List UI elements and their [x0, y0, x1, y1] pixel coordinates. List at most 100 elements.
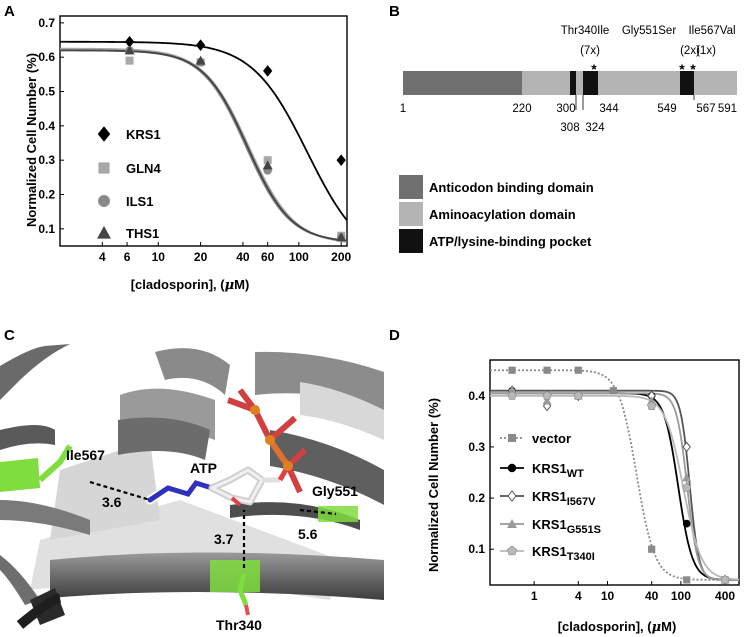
legend-anticodon-swatch [399, 175, 423, 199]
coil-top-left [0, 344, 70, 400]
d-point-krs1i567v-4 [682, 441, 691, 453]
position-324: 324 [585, 122, 605, 134]
mutation-gly551ser-name: Gly551Ser [622, 25, 677, 37]
a-y-tick-label-0.3: 0.3 [38, 153, 55, 167]
a-plot-frame [59, 15, 348, 247]
panel-b-label: B [389, 3, 400, 20]
d-x-tick-label-100: 100 [671, 589, 691, 603]
panel-c-structure: Ile567 ATP Gly551 Thr340 3.6 3.7 5.6 [0, 336, 384, 637]
ile567-sidechain [37, 444, 73, 483]
d-point-vector-4 [648, 545, 656, 553]
panel-d: D Normalized Cell Number (%) [cladospori… [389, 327, 740, 635]
d-x-tick-label-400: 400 [715, 589, 735, 603]
a-legend-marker-ths1 [97, 226, 111, 239]
a-y-tick-label-0.4: 0.4 [38, 119, 55, 133]
d-fit-curve-krs1g551s [490, 392, 740, 581]
mutation-thr340ile-count: (7x) [580, 45, 600, 57]
thr340-sidechain [237, 573, 249, 606]
d-fit-curve-krs1t340i [490, 394, 740, 581]
pocket-segment-549-567 [680, 71, 694, 95]
d-y-tick-label-0.4: 0.4 [468, 389, 485, 403]
d-fit-curve-krs1wt [490, 392, 740, 581]
d-x-tick-label-4: 4 [575, 589, 582, 603]
a-point-ths1-2 [262, 160, 273, 170]
coil-left [0, 425, 55, 450]
position-308: 308 [560, 122, 579, 134]
aminoacylation-domain-bar [522, 71, 737, 95]
d-point-krs1t340i-0 [507, 390, 517, 400]
d-point-krs1t340i-4 [682, 482, 692, 492]
d-x-tick-label-40: 40 [645, 589, 659, 603]
beta-strand-gly [230, 502, 360, 530]
mutation-ile567val-count: (1x) [696, 45, 716, 57]
d-point-krs1wt-4 [682, 519, 691, 528]
a-point-gln4-0 [125, 56, 134, 65]
d-point-krs1g551s-0 [507, 386, 517, 395]
d-legend-label-vector: vector [532, 431, 571, 446]
a-x-tick-label-100: 100 [289, 250, 309, 264]
d-point-krs1t340i-3 [647, 401, 657, 411]
d-legend-marker-vector [508, 434, 516, 442]
a-legend-label-ths1: THS1 [126, 226, 159, 241]
a-x-tick-label-4: 4 [99, 250, 106, 264]
mutation-asterisk-567: * [690, 61, 696, 77]
d-point-krs1t340i-1 [542, 390, 552, 400]
d-point-vector-5 [683, 576, 691, 584]
a-point-krs1-3 [336, 154, 346, 166]
gly551-highlight [318, 506, 358, 522]
label-ile567: Ile567 [66, 447, 105, 463]
panel-c-label: C [4, 327, 15, 344]
d-point-krs1t340i-5 [720, 575, 730, 584]
panel-a-label: A [4, 3, 15, 20]
d-point-vector-0 [508, 366, 516, 374]
coil-bottom [16, 593, 62, 629]
mutation-thr340ile-name: Thr340Ile [561, 25, 610, 37]
legend-pocket-swatch [399, 229, 423, 253]
d-legend-marker-krs1i567v [507, 490, 517, 502]
label-gly551: Gly551 [312, 483, 358, 499]
d-point-krs1t340i-2 [573, 390, 583, 400]
distance-line-3-6 [89, 480, 151, 502]
atp-molecule [145, 388, 308, 507]
ile567-highlight [0, 458, 40, 492]
a-point-krs1-0 [124, 35, 135, 48]
legend-pocket-label: ATP/lysine-binding pocket [429, 234, 592, 249]
panel-b: B Thr340Ile (7x) Gly551Ser (2x) Ile567Va… [389, 3, 737, 253]
helix-lower [118, 417, 210, 460]
distance-line-5-6 [299, 508, 337, 516]
mutation-asterisk-551: * [679, 61, 685, 77]
distance-3-6: 3.6 [102, 494, 122, 510]
position-300: 300 [556, 103, 575, 115]
d-point-vector-3 [609, 387, 617, 395]
a-y-tick-label-0.2: 0.2 [38, 188, 55, 202]
a-x-tick-label-6: 6 [124, 250, 131, 264]
panel-a-x-axis-label: [cladosporin], (μM) [131, 277, 250, 293]
d-point-krs1g551s-4 [682, 473, 692, 482]
thr340-oxygen [244, 604, 250, 616]
panel-d-label: D [389, 327, 400, 344]
thr340-highlight [210, 560, 260, 592]
legend-aminoacylation-label: Aminoacylation domain [429, 207, 576, 222]
a-point-gln4-2 [263, 156, 272, 165]
d-y-tick-label-0.2: 0.2 [468, 491, 485, 505]
position-567: 567 [696, 103, 715, 115]
helix-top [155, 348, 230, 395]
coil-lower-left [0, 500, 90, 535]
d-legend-label-krs1i567v: KRS1I567V [532, 489, 596, 508]
background-helix [50, 440, 160, 540]
panel-a-y-axis-label: Normalized Cell Number (%) [24, 53, 39, 227]
legend-aminoacylation-swatch [399, 202, 423, 226]
a-x-tick-label-20: 20 [194, 250, 208, 264]
anticodon-domain-bar [403, 71, 522, 95]
d-legend-label-krs1t340i: KRS1T340I [532, 544, 595, 563]
d-fit-curve-krs1i567v [490, 389, 739, 581]
panel-d-y-axis-label: Normalized Cell Number (%) [426, 398, 441, 572]
a-y-tick-label-0.1: 0.1 [38, 222, 55, 236]
a-legend-label-gln4: GLN4 [126, 161, 161, 176]
a-legend-marker-ils1 [98, 195, 110, 207]
a-point-krs1-2 [263, 65, 273, 77]
mutation-ile567val-name: Ile567Val [688, 25, 735, 37]
a-x-tick-label-200: 200 [331, 250, 351, 264]
a-x-tick-label-40: 40 [236, 250, 250, 264]
